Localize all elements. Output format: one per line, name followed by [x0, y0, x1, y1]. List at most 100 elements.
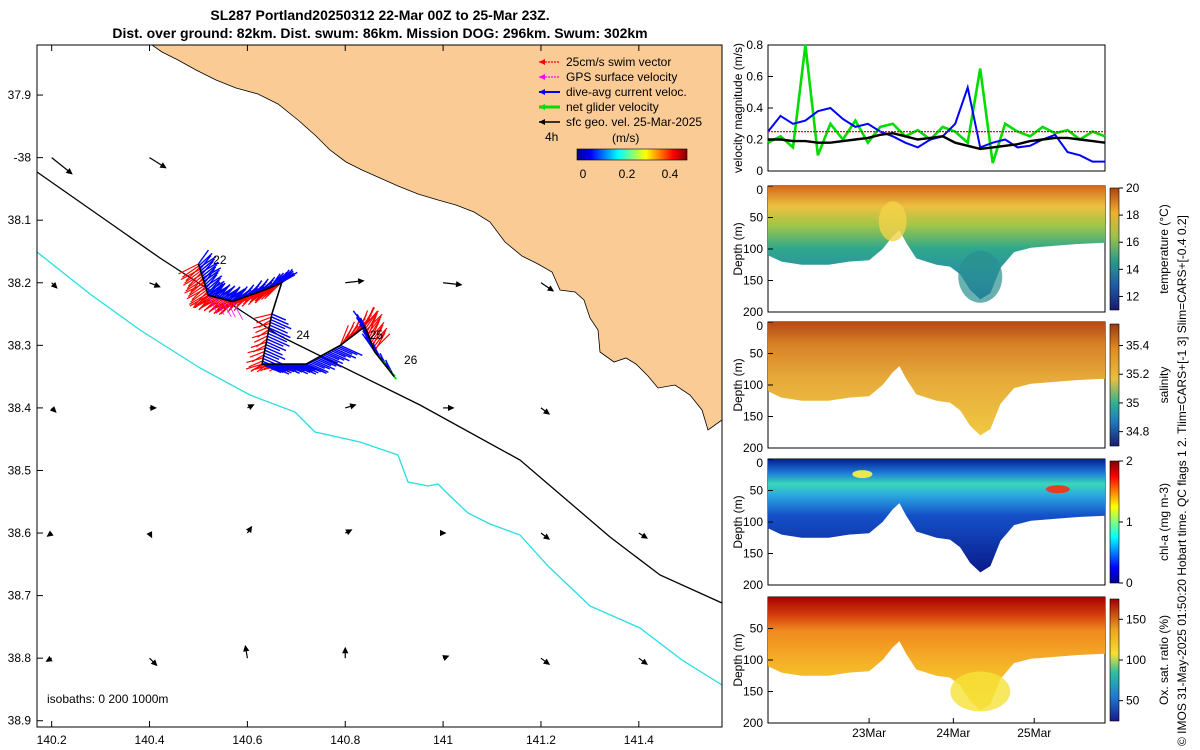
current-arrow-head — [342, 646, 349, 654]
vector-stroke — [256, 278, 269, 293]
current-arrow-head — [546, 285, 555, 292]
vector-stroke — [241, 284, 255, 299]
vector-stroke — [330, 349, 346, 358]
section-cbar-label: Ox. sat. ratio (%) — [1157, 615, 1171, 705]
vector-stroke — [345, 321, 355, 342]
vector-stroke — [245, 363, 263, 370]
section-ylabel: Depth (m) — [731, 222, 745, 275]
legend-dive-avg-current: dive-avg current veloc. — [539, 85, 687, 99]
section-ytick-label: 150 — [743, 274, 763, 288]
vector-stroke — [205, 274, 218, 289]
map-ytick-label: 37.9 — [8, 88, 32, 102]
section-ytick-label: 100 — [743, 653, 763, 667]
isobath-note: isobaths: 0 200 1000m — [47, 692, 168, 706]
vector-stroke — [207, 295, 218, 313]
vector-stroke — [266, 338, 284, 347]
map-xtick-label: 140.8 — [330, 733, 360, 747]
chla-max — [852, 470, 873, 479]
vector-stroke — [193, 291, 208, 306]
vector-stroke — [281, 363, 297, 372]
vector-stroke — [340, 344, 363, 356]
vector-stroke — [365, 310, 379, 329]
vector-stroke — [189, 280, 205, 295]
map-xtick-label: 141.2 — [526, 733, 556, 747]
vector-stroke — [332, 348, 352, 359]
vector-stroke — [184, 270, 201, 284]
current-arrow-head — [440, 529, 447, 537]
velocity-series-line — [768, 131, 1106, 151]
vector-stroke — [272, 272, 285, 288]
svg-text:dive-avg current veloc.: dive-avg current veloc. — [566, 85, 687, 99]
vector-stroke — [367, 315, 377, 336]
cbar-tick-label: 20 — [1126, 181, 1140, 195]
cbar-tick-label: 16 — [1126, 235, 1140, 249]
section-xtick-label: 25Mar — [1017, 726, 1051, 740]
svg-text:GPS surface velocity: GPS surface velocity — [566, 70, 677, 84]
vector-stroke — [269, 321, 286, 330]
vector-stroke — [370, 324, 384, 343]
vector-stroke — [369, 321, 380, 342]
section-colorbar — [1109, 187, 1120, 311]
section-colorbar — [1109, 323, 1120, 447]
current-arrow-head — [543, 408, 551, 415]
vector-stroke — [256, 316, 272, 324]
vector-stroke — [311, 360, 331, 370]
vector-stroke — [201, 264, 218, 277]
vector-stroke — [265, 346, 283, 356]
vector-stroke — [214, 282, 226, 298]
section-ytick-label: 150 — [743, 547, 763, 561]
vector-stroke — [250, 341, 267, 349]
section-ytick-label: 50 — [750, 211, 764, 225]
vector-stroke — [194, 296, 216, 308]
cbar-tick-label: 2 — [1126, 454, 1133, 468]
vector-stroke — [321, 355, 339, 364]
section-ytick-label: 0 — [756, 456, 763, 470]
vector-stroke — [267, 335, 290, 347]
map-legend: 25cm/s swim vector GPS surface velocity … — [539, 55, 702, 181]
vector-stroke — [274, 363, 289, 371]
current-arrow-head — [357, 278, 365, 285]
arrow-scale-label: 4h — [545, 130, 558, 144]
side-note: © IMOS 31-May-2025 01:50:20 Hobart time.… — [1175, 215, 1189, 746]
vector-stroke — [322, 354, 344, 365]
vector-stroke — [339, 325, 349, 346]
current-arrow-head — [46, 530, 54, 537]
vector-stroke — [326, 351, 345, 361]
map-xtick-label: 140.2 — [37, 733, 67, 747]
vector-stroke — [222, 285, 236, 300]
vector-stroke — [317, 357, 337, 367]
vector-stroke — [336, 346, 353, 355]
velocity-ytick-label: 0 — [756, 164, 763, 178]
map-xtick-label: 140.4 — [135, 733, 165, 747]
vector-stroke — [269, 324, 288, 334]
vector-stroke — [255, 326, 270, 334]
vector-stroke — [270, 318, 292, 330]
vector-stroke — [298, 363, 319, 374]
legend-sfc-geo-vel: sfc geo. vel. 25-Mar-2025 — [539, 115, 702, 129]
vector-stroke — [393, 376, 397, 380]
velocity-ytick-label: 0.4 — [746, 101, 763, 115]
map-panel: 22 24 25 26 140.2 140.4 140.6 140.8 141 141.2 141… — [8, 44, 723, 747]
vector-stroke — [269, 273, 281, 289]
vector-stroke — [278, 269, 290, 285]
vector-stroke — [271, 313, 287, 321]
map-ytick-label: -38 — [14, 151, 32, 165]
map-frame — [36, 44, 723, 728]
section-ylabel: Depth (m) — [731, 633, 745, 686]
section-xtick-label: 23Mar — [852, 726, 886, 740]
salinity-section: 0 50 100 150 200 Depth (m) 35.4 35.2 35 34.8 salin… — [731, 319, 1171, 455]
vector-stroke — [207, 281, 221, 296]
vector-stroke — [291, 363, 311, 374]
vector-stroke — [296, 363, 314, 372]
warm-intrusion — [878, 201, 907, 242]
vector-stroke — [265, 343, 281, 352]
vector-stroke — [281, 268, 293, 284]
vector-stroke — [254, 313, 272, 319]
vector-stroke — [364, 307, 375, 327]
vector-stroke — [230, 288, 246, 302]
current-arrow-head — [442, 655, 450, 661]
colorbar-unit: (m/s) — [612, 131, 639, 145]
vector-stroke — [271, 363, 292, 374]
day-label: 24 — [296, 328, 310, 342]
vector-stroke — [276, 363, 295, 373]
